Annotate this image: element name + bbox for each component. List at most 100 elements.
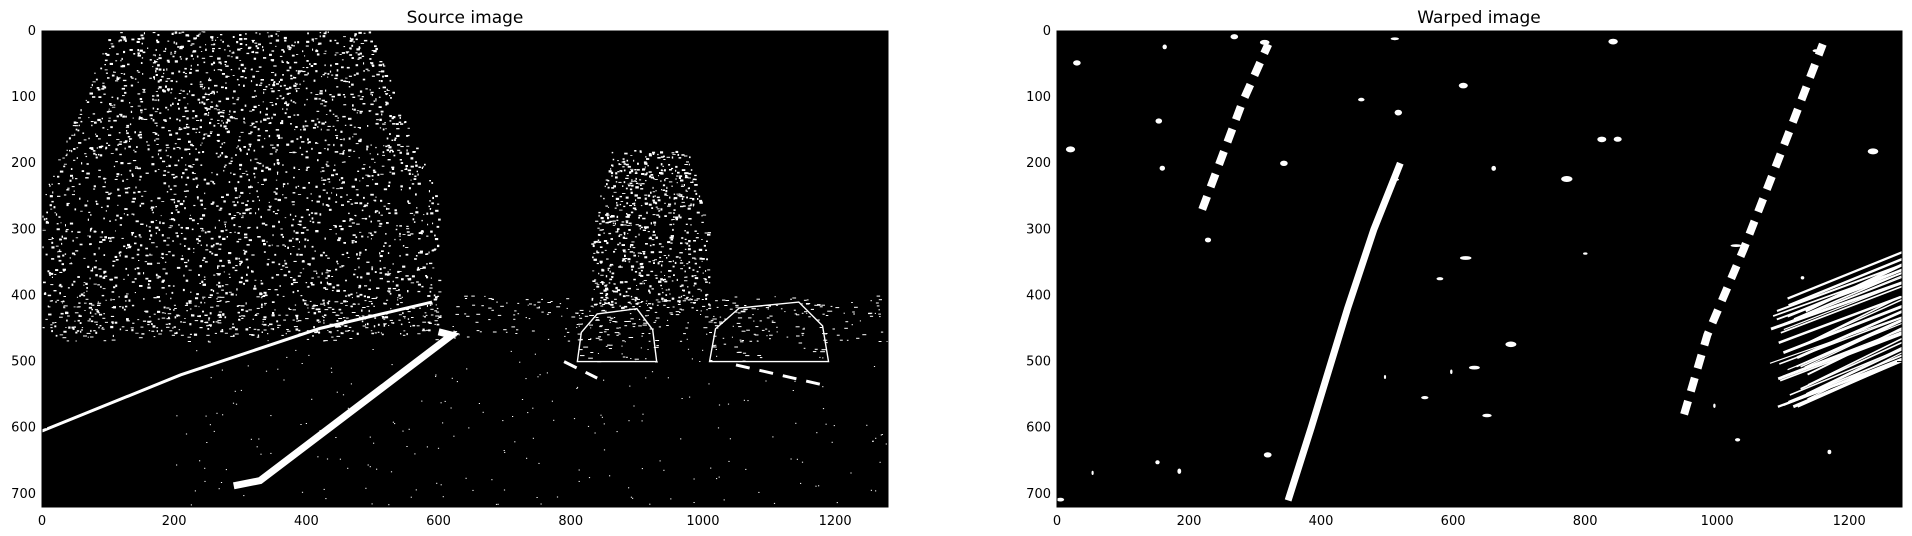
tree-speckle: [385, 146, 387, 148]
tree-speckle: [343, 242, 346, 243]
tree-speckle: [657, 154, 658, 155]
tree-speckle: [379, 64, 382, 66]
edge-speckle: [55, 322, 57, 323]
road-speckle: [498, 504, 499, 505]
tree-speckle: [430, 291, 432, 293]
tree-speckle: [427, 224, 428, 226]
edge-speckle: [796, 314, 799, 315]
tree-speckle: [665, 294, 667, 296]
tree-speckle: [133, 214, 134, 216]
tree-speckle: [272, 50, 275, 51]
tree-speckle: [228, 262, 231, 264]
tree-speckle: [692, 307, 694, 308]
tree-speckle: [342, 116, 345, 118]
blob: [1731, 244, 1742, 247]
tree-speckle: [269, 202, 270, 203]
tree-speckle: [89, 303, 92, 305]
tree-speckle: [174, 201, 175, 203]
tree-speckle: [143, 90, 145, 91]
tree-speckle: [188, 260, 189, 262]
tree-speckle: [435, 296, 438, 298]
tree-speckle: [197, 185, 199, 186]
tree-speckle: [199, 315, 201, 317]
road-speckle: [241, 390, 242, 391]
tree-speckle: [349, 86, 351, 87]
tree-speckle: [85, 283, 87, 285]
tree-speckle: [356, 224, 360, 225]
tree-speckle: [626, 291, 628, 293]
edge-speckle: [722, 300, 725, 301]
tree-speckle: [307, 32, 309, 34]
tree-speckle: [156, 144, 158, 145]
tree-speckle: [295, 305, 296, 306]
tree-speckle: [638, 184, 641, 185]
tree-speckle: [687, 297, 689, 298]
edge-speckle: [720, 317, 721, 318]
tree-speckle: [705, 250, 707, 251]
tree-speckle: [243, 250, 245, 251]
tree-speckle: [335, 53, 338, 54]
edge-speckle: [305, 318, 309, 319]
tree-speckle: [200, 327, 203, 328]
tree-speckle: [76, 129, 78, 131]
edge-speckle: [637, 302, 640, 303]
tree-speckle: [186, 280, 189, 282]
edge-speckle: [94, 322, 98, 323]
tree-speckle: [209, 251, 211, 253]
tree-speckle: [170, 92, 172, 93]
tree-speckle: [198, 306, 199, 307]
edge-speckle: [878, 314, 881, 315]
edge-speckle: [726, 300, 730, 301]
edge-speckle: [493, 332, 497, 333]
tree-speckle: [144, 109, 147, 110]
tree-speckle: [683, 290, 685, 292]
tree-speckle: [245, 204, 248, 206]
road-speckle: [258, 439, 259, 440]
road-speckle: [441, 484, 442, 485]
tree-speckle: [274, 81, 275, 83]
tree-speckle: [63, 166, 65, 168]
tree-speckle: [437, 324, 440, 326]
tree-speckle: [189, 323, 191, 325]
tree-speckle: [257, 236, 261, 238]
road-speckle: [406, 446, 407, 447]
tree-speckle: [120, 255, 121, 257]
edge-speckle: [664, 301, 668, 302]
tree-speckle: [222, 41, 224, 43]
tree-speckle: [199, 102, 201, 104]
road-speckle: [331, 372, 332, 373]
tree-speckle: [598, 273, 599, 275]
tree-speckle: [364, 295, 366, 297]
tree-speckle: [695, 193, 697, 195]
tree-speckle: [163, 119, 166, 121]
tree-speckle: [189, 72, 192, 74]
tree-speckle: [667, 241, 670, 243]
road-speckle: [553, 420, 554, 421]
tree-speckle: [601, 252, 603, 254]
tree-speckle: [307, 138, 309, 140]
tree-speckle: [219, 244, 221, 246]
tree-speckle: [327, 178, 330, 180]
tree-speckle: [204, 62, 206, 64]
edge-speckle: [740, 341, 743, 342]
tree-speckle: [231, 56, 233, 57]
tree-speckle: [49, 275, 51, 276]
tree-speckle: [200, 218, 203, 220]
tree-speckle: [691, 169, 693, 171]
tree-speckle: [372, 65, 375, 66]
edge-speckle: [879, 341, 882, 342]
tree-speckle: [187, 133, 189, 135]
tree-speckle: [238, 232, 240, 234]
tree-speckle: [236, 57, 239, 59]
tree-speckle: [677, 300, 680, 302]
tree-speckle: [356, 143, 359, 144]
tree-speckle: [306, 88, 308, 90]
edge-speckle: [526, 317, 527, 318]
tree-speckle: [191, 65, 192, 67]
tree-speckle: [690, 298, 692, 299]
tree-speckle: [126, 318, 129, 320]
edge-speckle: [218, 322, 222, 323]
tree-speckle: [202, 143, 203, 144]
edge-speckle: [74, 321, 75, 322]
tree-speckle: [223, 200, 225, 202]
